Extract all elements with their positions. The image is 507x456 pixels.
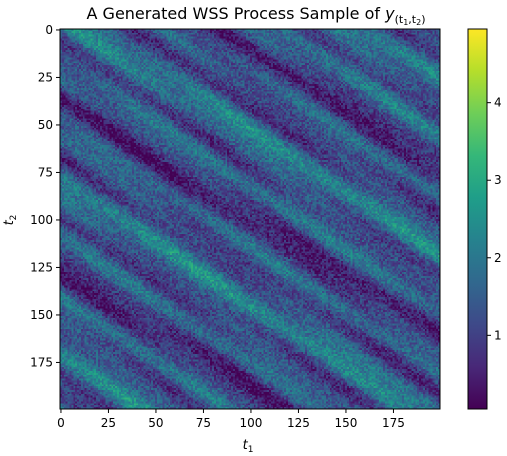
x-tick-label: 0 xyxy=(57,416,65,430)
colorbar-tick-label: 3 xyxy=(494,173,502,187)
colorbar-ticks: 1 2 3 4 xyxy=(487,96,502,342)
y-axis-label: t2 xyxy=(2,215,19,226)
x-axis-label: t1 xyxy=(243,438,254,452)
y-tick-label: 50 xyxy=(38,118,53,132)
plot-frame xyxy=(59,28,441,410)
y-axis-label-sub: 2 xyxy=(9,215,19,221)
x-tick-label: 25 xyxy=(101,416,116,430)
y-tick-label: 125 xyxy=(30,260,53,274)
x-tick-label: 75 xyxy=(196,416,211,430)
x-tick-label: 125 xyxy=(287,416,310,430)
y-tick-label: 75 xyxy=(38,165,53,179)
y-tick-label: 25 xyxy=(38,70,53,84)
y-axis-ticks: 0 25 50 75 100 125 150 175 xyxy=(30,23,60,369)
colorbar-tick-label: 4 xyxy=(494,96,502,110)
chart-title: A Generated WSS Process Sample of y(t1,t… xyxy=(87,4,426,27)
y-tick-label: 100 xyxy=(30,213,53,227)
y-axis-label-var: t xyxy=(2,219,17,225)
y-tick-label: 150 xyxy=(30,308,53,322)
chart-title-prefix: A Generated WSS Process Sample of xyxy=(87,4,386,23)
x-tick-label: 50 xyxy=(148,416,163,430)
y-tick-label: 175 xyxy=(30,355,53,369)
chart-title-sub: (t xyxy=(395,13,404,26)
x-axis-label-var: t xyxy=(243,438,249,452)
x-axis-ticks: 0 25 50 75 100 125 150 175 xyxy=(57,409,405,430)
heatmap-plot-area xyxy=(59,28,441,410)
colorbar-tick-label: 1 xyxy=(494,328,502,342)
x-tick-label: 100 xyxy=(239,416,262,430)
chart-title-var: y xyxy=(384,4,395,23)
chart-title-comma: ,t xyxy=(408,13,416,26)
y-tick-label: 0 xyxy=(45,23,53,37)
x-axis-label-sub: 1 xyxy=(248,445,254,452)
chart-title-close: ) xyxy=(421,13,425,26)
colorbar xyxy=(467,28,488,410)
x-tick-label: 175 xyxy=(382,416,405,430)
heatmap-image xyxy=(60,29,440,409)
colorbar-tick-label: 2 xyxy=(494,251,502,265)
chart-title-sub1: 1 xyxy=(403,18,408,27)
x-tick-label: 150 xyxy=(334,416,357,430)
chart-title-sub2: 2 xyxy=(416,18,421,27)
